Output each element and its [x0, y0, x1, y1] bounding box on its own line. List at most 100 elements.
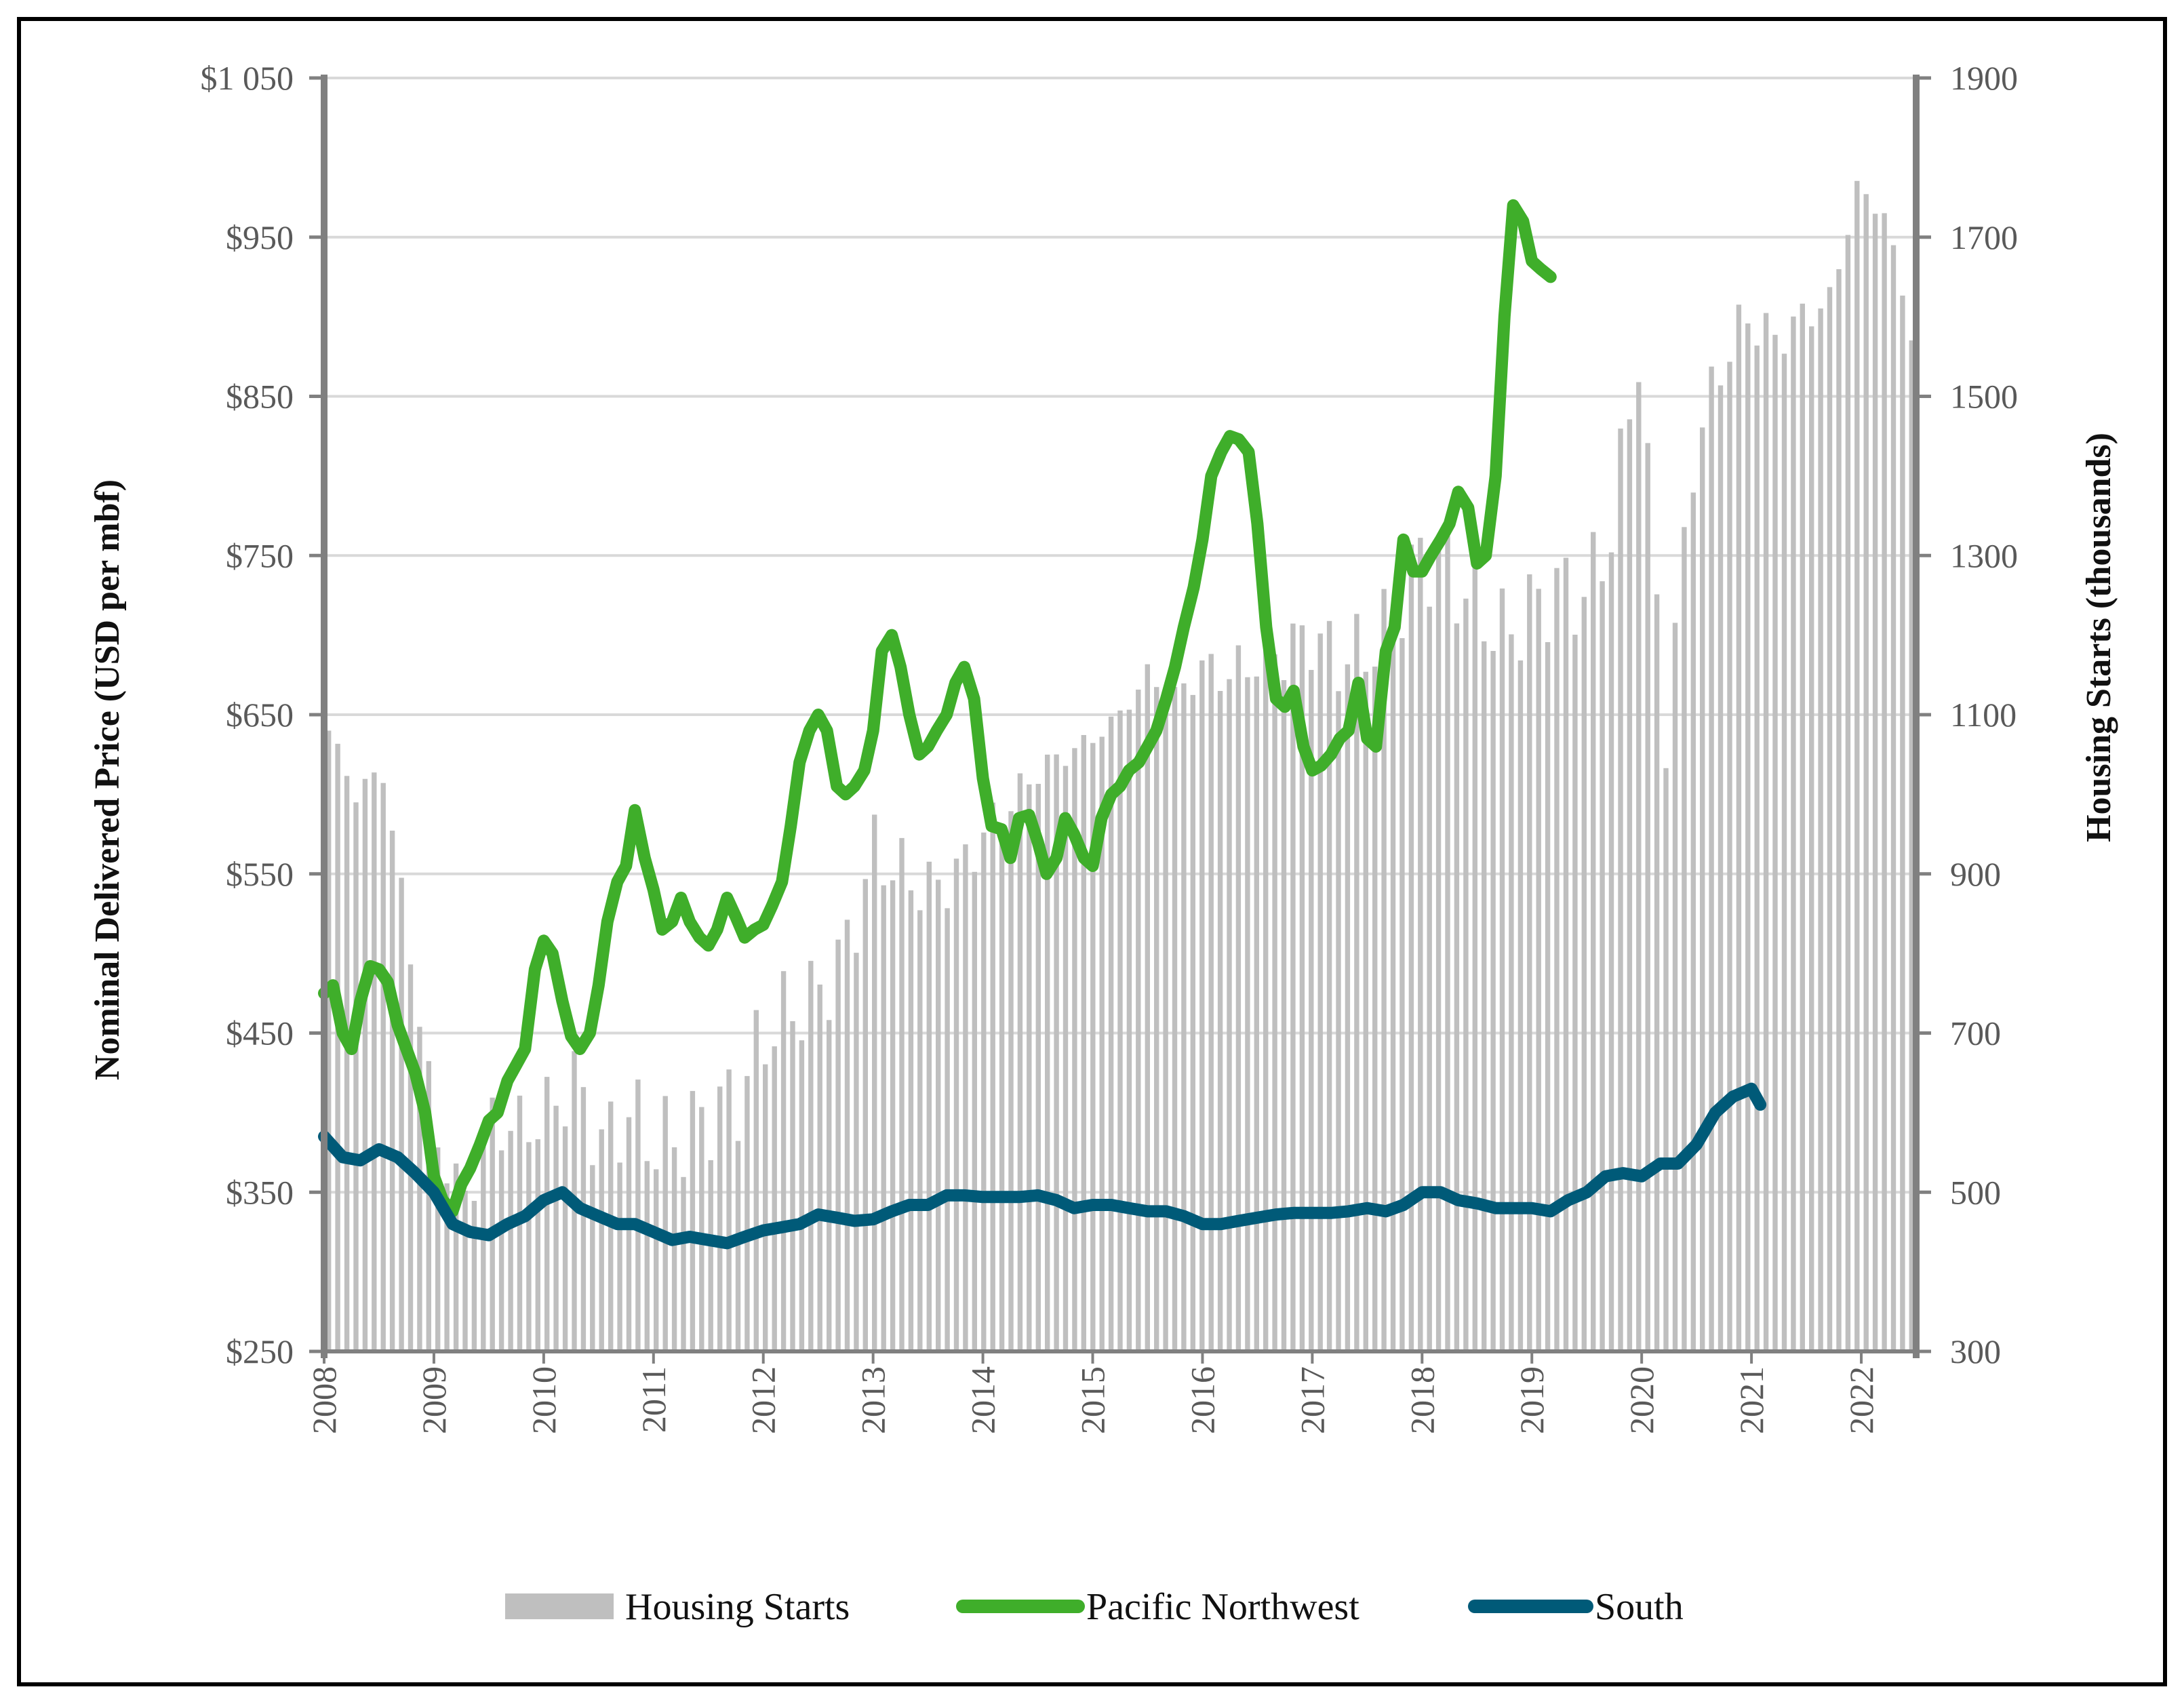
housing-starts-bar	[1081, 735, 1086, 1351]
housing-starts-bar	[1309, 670, 1314, 1351]
legend: Housing Starts Pacific Northwest South	[505, 1586, 1684, 1628]
right-axis-tick-label: 1500	[1950, 378, 2018, 416]
housing-starts-bar	[936, 879, 941, 1351]
housing-starts-bar	[926, 861, 932, 1351]
housing-starts-bar	[1427, 606, 1432, 1352]
housing-starts-bar	[671, 1147, 677, 1351]
housing-starts-bar	[326, 730, 332, 1351]
x-axis-tick-label: 2019	[1513, 1366, 1551, 1434]
housing-starts-bar	[353, 802, 359, 1351]
housing-starts-bar	[1199, 660, 1205, 1351]
housing-starts-bar	[1882, 213, 1887, 1351]
housing-starts-bar	[1727, 361, 1732, 1351]
housing-starts-bar	[890, 880, 896, 1351]
housing-starts-bar	[1381, 589, 1387, 1351]
housing-starts-bar	[1863, 194, 1869, 1351]
housing-starts-bar	[827, 1020, 832, 1351]
south-line	[318, 1082, 1767, 1250]
housing-starts-bar	[1827, 287, 1833, 1351]
housing-starts-bar	[1700, 427, 1705, 1351]
housing-starts-bar	[1517, 660, 1524, 1351]
legend-swatch-housing-starts	[505, 1593, 614, 1619]
x-axis-tick-label: 2014	[964, 1366, 1002, 1434]
housing-starts-bar	[726, 1069, 732, 1351]
housing-starts-bar	[1472, 557, 1477, 1352]
housing-starts-bar	[1854, 180, 1860, 1351]
housing-starts-bar	[1272, 654, 1277, 1351]
housing-starts-bar	[399, 877, 404, 1351]
housing-starts-bar	[1636, 382, 1642, 1351]
housing-starts-bar	[1600, 581, 1605, 1352]
housing-starts-bar	[972, 871, 977, 1351]
housing-starts-bar	[526, 1142, 532, 1351]
left-axis-tick-label: $1 050	[201, 59, 294, 97]
housing-starts-bar	[862, 879, 868, 1351]
housing-starts-bar	[799, 1040, 805, 1351]
housing-starts-bar	[1890, 245, 1897, 1352]
housing-starts-bar	[644, 1161, 650, 1351]
housing-starts-bar	[1463, 598, 1469, 1351]
left-axis-tick-label: $650	[226, 696, 294, 734]
housing-starts-bar	[854, 953, 859, 1351]
housing-starts-bar	[772, 1046, 777, 1351]
housing-starts-bar	[1290, 623, 1296, 1351]
housing-starts-bar	[1017, 773, 1023, 1351]
housing-starts-bar	[590, 1165, 595, 1351]
left-axis-tick-label: $850	[226, 378, 294, 416]
right-axis-tick-label: 900	[1950, 855, 2001, 893]
housing-starts-bar	[1645, 443, 1650, 1351]
housing-starts-bar	[1445, 536, 1450, 1351]
housing-starts-bar	[1172, 687, 1178, 1351]
housing-starts-bar	[917, 910, 923, 1351]
housing-starts-bar	[1181, 683, 1187, 1351]
housing-starts-bar	[453, 1163, 459, 1351]
housing-starts-bar	[1263, 629, 1269, 1351]
housing-starts-bar	[444, 1183, 450, 1351]
housing-starts-bar	[435, 1147, 441, 1351]
housing-starts-bar	[1818, 308, 1823, 1351]
housing-starts-bar	[544, 1077, 550, 1351]
right-axis-tick-label: 500	[1950, 1173, 2001, 1211]
housing-starts-bar	[790, 1021, 795, 1351]
housing-starts-bar	[389, 831, 395, 1351]
right-axis-tick-label: 1900	[1950, 59, 2018, 97]
housing-starts-bar	[1336, 691, 1341, 1351]
housing-starts-bar	[1317, 633, 1323, 1351]
x-axis-tick-label: 2011	[635, 1366, 673, 1433]
housing-starts-bar	[1390, 622, 1396, 1351]
housing-starts-bar	[953, 858, 959, 1351]
housing-starts-bar	[553, 1105, 559, 1351]
housing-starts-bar	[535, 1139, 540, 1351]
housing-starts-bar	[1254, 676, 1259, 1351]
housing-starts-bar	[1672, 622, 1678, 1351]
housing-starts-bar	[717, 1086, 723, 1351]
housing-starts-bar	[1145, 664, 1150, 1351]
x-axis-tick-label: 2013	[854, 1366, 892, 1434]
x-axis-tick-labels: 2008 2009 2010 2011 2012 2013 2014 2015 2016 2017…	[305, 1366, 1880, 1434]
housing-starts-bar	[1763, 313, 1769, 1352]
housing-starts-bar	[1581, 597, 1587, 1351]
housing-starts-bar	[580, 1087, 587, 1351]
housing-starts-bar	[635, 1079, 641, 1351]
housing-starts-bar	[1217, 691, 1223, 1351]
housing-starts-bar	[1418, 538, 1423, 1351]
housing-starts-bar	[1591, 532, 1596, 1351]
housing-starts-bar	[1900, 295, 1905, 1351]
housing-starts-bar	[1772, 334, 1778, 1351]
housing-starts-bar	[1499, 588, 1505, 1351]
housing-starts-bar	[1663, 768, 1669, 1351]
housing-starts-bar	[708, 1160, 713, 1351]
left-axis-tick-label: $950	[226, 218, 294, 256]
housing-starts-bar	[1190, 694, 1195, 1351]
housing-starts-bar	[617, 1162, 622, 1351]
housing-starts-bar	[335, 743, 340, 1351]
housing-starts-bar	[872, 814, 877, 1351]
housing-starts-bar	[1027, 784, 1032, 1351]
pacific-northwest-line	[318, 199, 1557, 1218]
housing-starts-bar	[498, 1150, 504, 1351]
housing-starts-bar	[372, 772, 377, 1351]
housing-starts-bar	[1791, 316, 1796, 1351]
housing-starts-bar	[1800, 303, 1805, 1351]
housing-starts-bar	[1108, 716, 1114, 1351]
